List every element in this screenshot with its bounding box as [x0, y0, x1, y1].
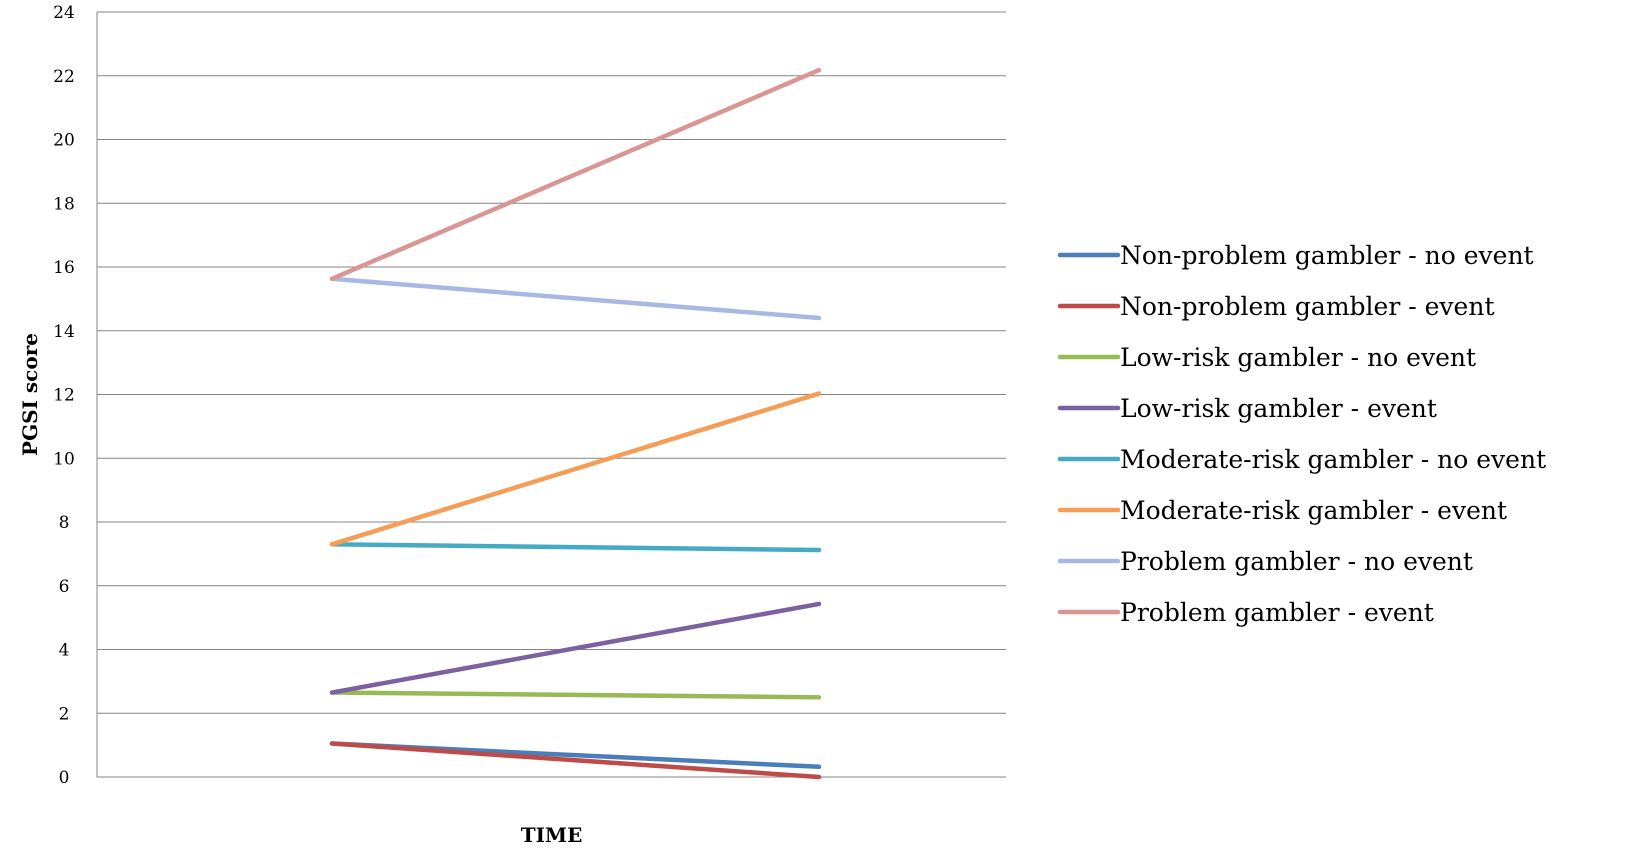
y-tick-label: 0 [59, 768, 70, 788]
y-tick-label: 2 [59, 704, 70, 724]
y-tick-label: 14 [53, 322, 75, 342]
legend-item: Low-risk gambler - no event [1060, 343, 1476, 372]
y-tick-label: 4 [59, 641, 70, 661]
legend-item: Problem gambler - event [1060, 598, 1434, 627]
series-line-3 [332, 693, 819, 698]
legend-label: Moderate-risk gambler - event [1120, 496, 1507, 525]
y-tick-label: 24 [53, 3, 75, 23]
legend-label: Moderate-risk gambler - no event [1120, 445, 1546, 474]
legend-item: Moderate-risk gambler - event [1060, 496, 1507, 525]
y-tick-label: 22 [53, 67, 75, 87]
series-line-4 [332, 604, 819, 693]
legend-label: Non-problem gambler - no event [1120, 241, 1534, 270]
gridlines [97, 12, 1006, 713]
x-axis-title: TIME [521, 823, 583, 847]
y-tick-label: 6 [59, 577, 70, 597]
series-line-7 [332, 279, 819, 318]
legend-label: Low-risk gambler - no event [1120, 343, 1476, 372]
legend-label: Low-risk gambler - event [1120, 394, 1437, 423]
y-tick-label: 18 [53, 194, 75, 214]
legend-item: Non-problem gambler - no event [1060, 241, 1534, 270]
legend-item: Problem gambler - no event [1060, 547, 1473, 576]
y-tick-label: 8 [59, 513, 70, 533]
series-line-2 [332, 744, 819, 777]
y-tick-label: 16 [53, 258, 75, 278]
legend: Non-problem gambler - no event Non-proble… [1060, 241, 1546, 627]
legend-label: Problem gambler - event [1120, 598, 1434, 627]
y-axis-title: PGSI score [18, 333, 42, 456]
legend-item: Low-risk gambler - event [1060, 394, 1437, 423]
legend-label: Problem gambler - no event [1120, 547, 1473, 576]
series-lines [332, 70, 819, 777]
y-tick-label: 12 [53, 386, 75, 406]
y-tick-label: 10 [53, 449, 75, 469]
y-tick-label: 20 [53, 131, 75, 151]
series-line-5 [332, 544, 819, 550]
legend-item: Moderate-risk gambler - no event [1060, 445, 1546, 474]
legend-label: Non-problem gambler - event [1120, 292, 1495, 321]
series-line-8 [332, 70, 819, 279]
legend-item: Non-problem gambler - event [1060, 292, 1495, 321]
